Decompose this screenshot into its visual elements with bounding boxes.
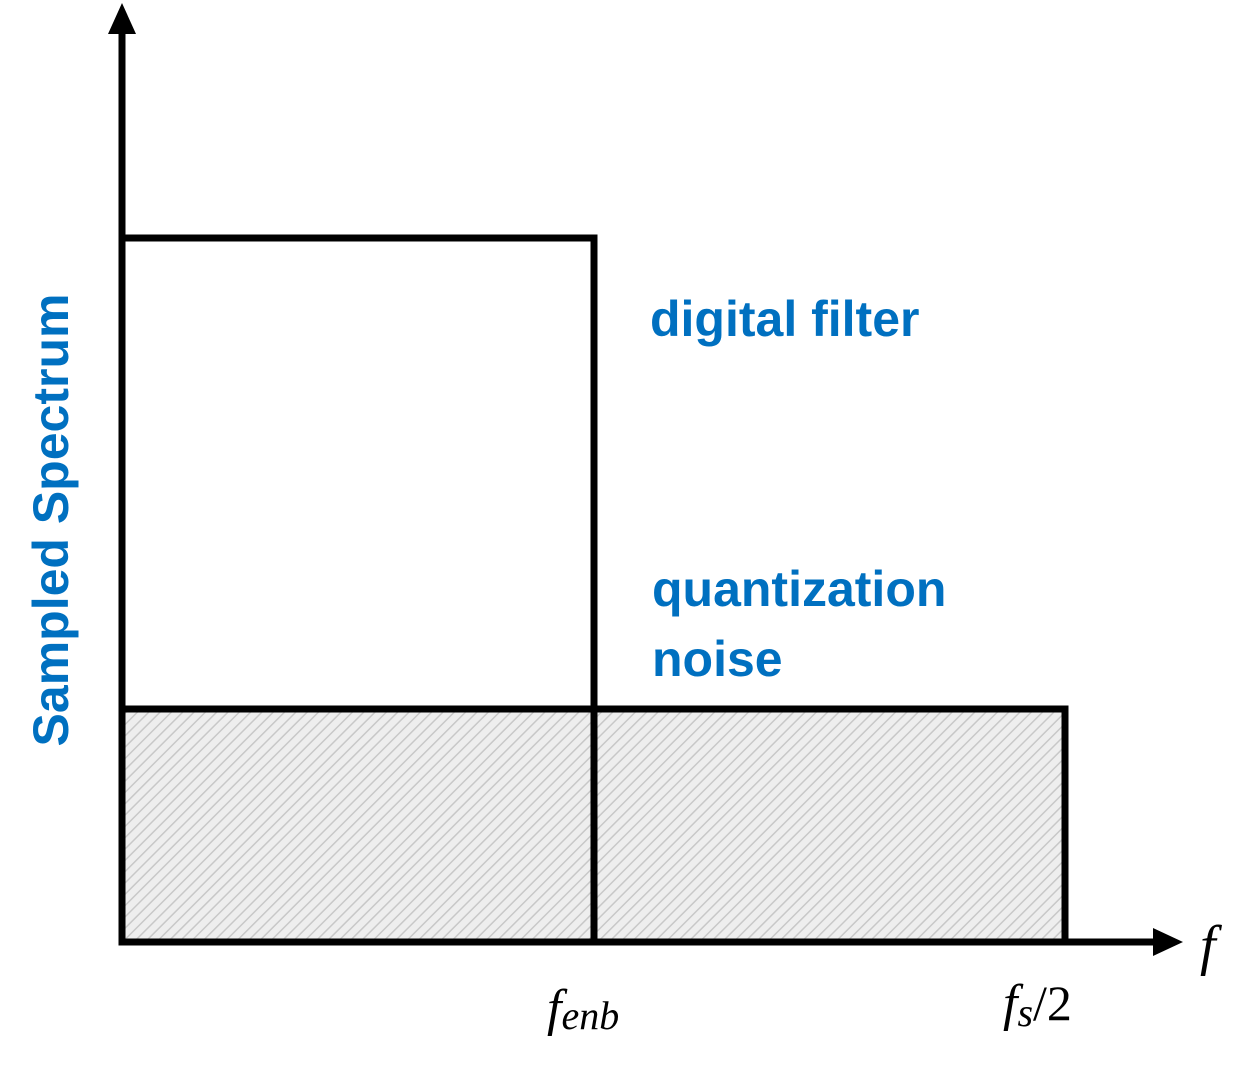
y-axis-arrowhead	[108, 3, 136, 34]
quantization-label: quantization	[652, 561, 946, 617]
x-axis-variable-label: f	[1200, 915, 1223, 977]
digital-filter-label: digital filter	[650, 291, 919, 347]
f-enb-label: fenb	[547, 980, 619, 1038]
fs-half-label: fs/2	[1003, 975, 1072, 1035]
y-axis-label: Sampled Spectrum	[23, 294, 79, 747]
x-axis-arrowhead	[1153, 928, 1183, 956]
noise-label: noise	[652, 631, 783, 687]
